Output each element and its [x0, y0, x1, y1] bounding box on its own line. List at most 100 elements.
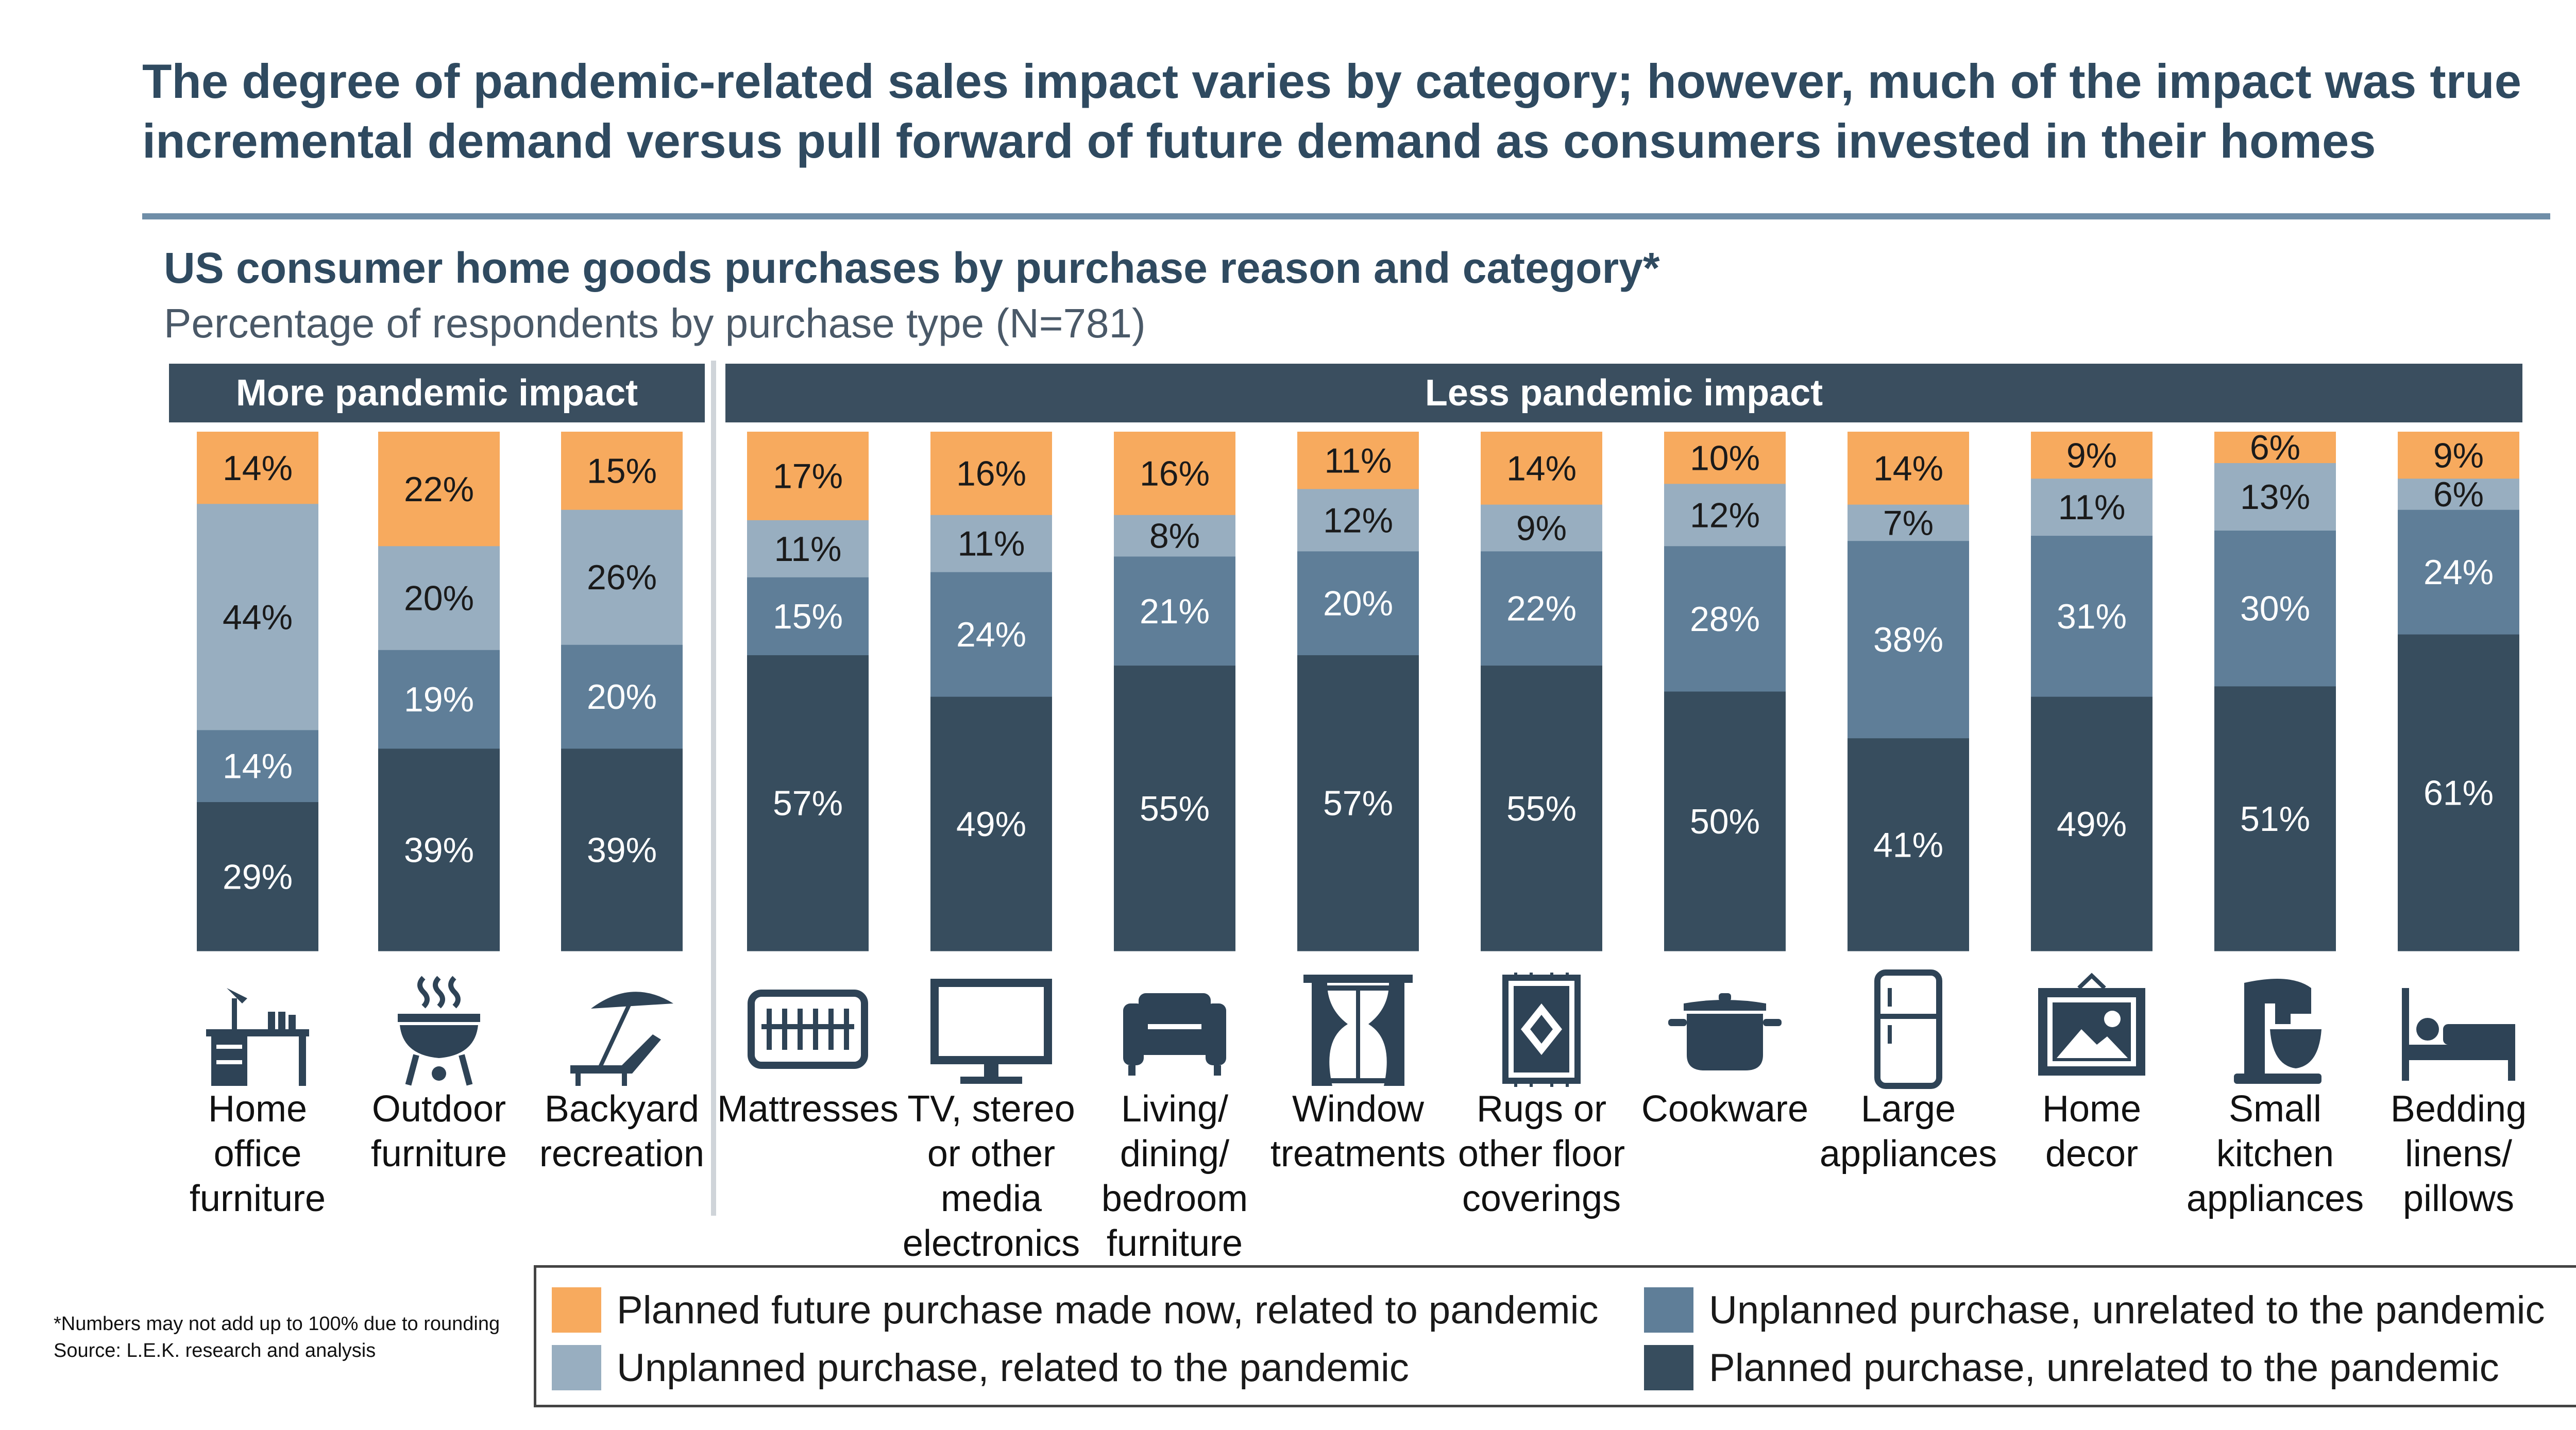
bar-planned-future-window-treatments: [1297, 432, 1419, 489]
refrigerator-icon: [1846, 967, 1970, 1091]
desk-icon: [196, 967, 319, 1091]
bar-unplanned-unrelated-small-kitchen-appliances: [2214, 530, 2336, 687]
stand-mixer-icon: [2213, 967, 2337, 1091]
category-label-backyard-recreation: Backyard recreation: [539, 1088, 705, 1174]
data-label-unplanned-related-cookware: 12%: [1690, 496, 1760, 535]
pot-icon: [1663, 967, 1787, 1091]
footnote: *Numbers may not add up to 100% due to r…: [54, 1310, 517, 1364]
data-label-planned-future-rugs-or-other-floor-coverings: 14%: [1506, 449, 1577, 488]
bar-unplanned-related-small-kitchen-appliances: [2214, 463, 2336, 531]
data-label-unplanned-related-rugs-or-other-floor-coverings: 9%: [1516, 508, 1567, 548]
data-label-planned-unrelated-backyard-recreation: 39%: [587, 830, 657, 870]
data-label-unplanned-unrelated-mattresses: 15%: [773, 597, 843, 636]
category-label-home-decor: Home decor: [2042, 1088, 2142, 1174]
data-label-planned-future-home-decor: 9%: [2066, 436, 2117, 475]
bar-unplanned-unrelated-large-appliances: [1848, 540, 1969, 739]
category-label-outdoor-furniture: Outdoor furniture: [370, 1088, 507, 1174]
data-label-unplanned-unrelated-home-decor: 31%: [2057, 597, 2127, 636]
bar-planned-future-cookware: [1664, 432, 1786, 484]
category-label-tv-stereo-or-other-media-electronics: TV, stereo or other media electronics: [902, 1088, 1080, 1264]
data-label-planned-unrelated-outdoor-furniture: 39%: [404, 830, 474, 870]
data-label-planned-unrelated-rugs-or-other-floor-coverings: 55%: [1506, 789, 1577, 828]
bar-unplanned-unrelated-cookware: [1664, 546, 1786, 692]
data-label-planned-unrelated-bedding-linens-pillows: 61%: [2424, 774, 2494, 813]
bar-planned-unrelated-large-appliances: [1848, 738, 1969, 951]
legend-swatch-planned-unrelated: [1644, 1345, 1693, 1390]
lounge-chair-icon: [560, 967, 684, 1091]
data-label-unplanned-unrelated-tv-stereo-or-other-media-electronics: 24%: [956, 615, 1026, 654]
bar-unplanned-related-rugs-or-other-floor-coverings: [1481, 504, 1602, 552]
category-label-home-office-furniture: Home office furniture: [189, 1088, 326, 1219]
data-label-unplanned-related-outdoor-furniture: 20%: [404, 579, 474, 618]
bar-unplanned-unrelated-backyard-recreation: [561, 644, 683, 749]
legend: Planned future purchase made now, relate…: [534, 1265, 2576, 1407]
chart-subtitle-secondary: Percentage of respondents by purchase ty…: [164, 300, 1146, 346]
data-label-unplanned-unrelated-rugs-or-other-floor-coverings: 22%: [1506, 589, 1577, 628]
group-divider: [711, 361, 716, 1216]
legend-item-planned-unrelated: Planned purchase, unrelated to the pande…: [1644, 1345, 2499, 1390]
data-label-planned-unrelated-window-treatments: 57%: [1323, 784, 1393, 823]
data-label-planned-future-mattresses: 17%: [773, 457, 843, 496]
category-label-bedding-linens-pillows: Bedding linens/pillows: [2390, 1088, 2527, 1219]
bar-planned-future-large-appliances: [1848, 432, 1969, 505]
data-label-unplanned-related-home-office-furniture: 44%: [223, 598, 293, 637]
bar-planned-future-outdoor-furniture: [378, 432, 500, 547]
bed-icon: [2397, 967, 2520, 1091]
legend-swatch-unplanned-related: [552, 1345, 601, 1390]
data-label-planned-unrelated-large-appliances: 41%: [1873, 825, 1943, 864]
bar-planned-unrelated-window-treatments: [1297, 655, 1419, 951]
data-label-planned-future-cookware: 10%: [1690, 438, 1760, 478]
chart-subtitle: US consumer home goods purchases by purc…: [164, 244, 1660, 292]
bar-unplanned-related-living-dining-bedroom-furniture: [1114, 515, 1235, 557]
data-label-planned-unrelated-small-kitchen-appliances: 51%: [2240, 799, 2310, 839]
bar-unplanned-related-bedding-linens-pillows: [2398, 478, 2519, 510]
data-label-planned-future-living-dining-bedroom-furniture: 16%: [1140, 454, 1210, 493]
data-label-planned-future-outdoor-furniture: 22%: [404, 470, 474, 509]
grill-icon: [377, 967, 501, 1091]
bar-planned-unrelated-bedding-linens-pillows: [2398, 634, 2519, 951]
data-label-unplanned-unrelated-window-treatments: 20%: [1323, 584, 1393, 623]
data-label-planned-future-backyard-recreation: 15%: [587, 452, 657, 491]
bar-unplanned-related-large-appliances: [1848, 504, 1969, 541]
data-label-planned-future-large-appliances: 14%: [1873, 449, 1943, 488]
bar-unplanned-unrelated-mattresses: [747, 577, 869, 655]
data-label-planned-future-small-kitchen-appliances: 6%: [2250, 428, 2300, 467]
data-label-unplanned-unrelated-home-office-furniture: 14%: [223, 747, 293, 786]
title-rule: [142, 213, 2550, 219]
legend-item-unplanned-related: Unplanned purchase, related to the pande…: [552, 1345, 1409, 1390]
bar-planned-unrelated-tv-stereo-or-other-media-electronics: [930, 696, 1052, 951]
bar-unplanned-related-tv-stereo-or-other-media-electronics: [930, 515, 1052, 572]
bar-planned-future-mattresses: [747, 432, 869, 520]
sofa-icon: [1113, 967, 1236, 1091]
legend-label-planned-future: Planned future purchase made now, relate…: [617, 1288, 1599, 1332]
footnote-source: Source: L.E.K. research and analysis: [54, 1340, 376, 1361]
data-label-unplanned-related-home-decor: 11%: [2058, 488, 2125, 527]
bar-unplanned-related-home-decor: [2031, 478, 2153, 536]
data-label-unplanned-related-window-treatments: 12%: [1323, 501, 1393, 540]
legend-item-unplanned-unrelated: Unplanned purchase, unrelated to the pan…: [1644, 1287, 2545, 1333]
bar-unplanned-unrelated-home-decor: [2031, 535, 2153, 697]
data-label-planned-unrelated-home-decor: 49%: [2057, 805, 2127, 844]
footnote-rounding: *Numbers may not add up to 100% due to r…: [54, 1313, 500, 1335]
bar-planned-unrelated-small-kitchen-appliances: [2214, 686, 2336, 951]
data-label-unplanned-related-tv-stereo-or-other-media-electronics: 11%: [957, 524, 1025, 564]
bar-planned-future-rugs-or-other-floor-coverings: [1481, 432, 1602, 505]
bar-planned-future-bedding-linens-pillows: [2398, 432, 2519, 479]
data-label-planned-future-home-office-furniture: 14%: [223, 449, 293, 488]
category-label-mattresses: Mattresses: [717, 1088, 899, 1130]
data-label-planned-unrelated-home-office-furniture: 29%: [223, 857, 293, 896]
rug-icon: [1480, 967, 1603, 1091]
bar-planned-unrelated-rugs-or-other-floor-coverings: [1481, 665, 1602, 951]
legend-label-planned-unrelated: Planned purchase, unrelated to the pande…: [1709, 1346, 2499, 1390]
bar-unplanned-unrelated-tv-stereo-or-other-media-electronics: [930, 572, 1052, 697]
bar-unplanned-related-window-treatments: [1297, 488, 1419, 552]
bar-planned-unrelated-outdoor-furniture: [378, 748, 500, 951]
data-label-unplanned-unrelated-small-kitchen-appliances: 30%: [2240, 589, 2310, 628]
data-label-unplanned-related-bedding-linens-pillows: 6%: [2433, 475, 2484, 514]
bar-unplanned-related-backyard-recreation: [561, 509, 683, 645]
data-label-unplanned-related-large-appliances: 7%: [1883, 503, 1934, 542]
data-label-planned-future-window-treatments: 11%: [1324, 441, 1392, 480]
legend-label-unplanned-unrelated: Unplanned purchase, unrelated to the pan…: [1709, 1288, 2545, 1332]
